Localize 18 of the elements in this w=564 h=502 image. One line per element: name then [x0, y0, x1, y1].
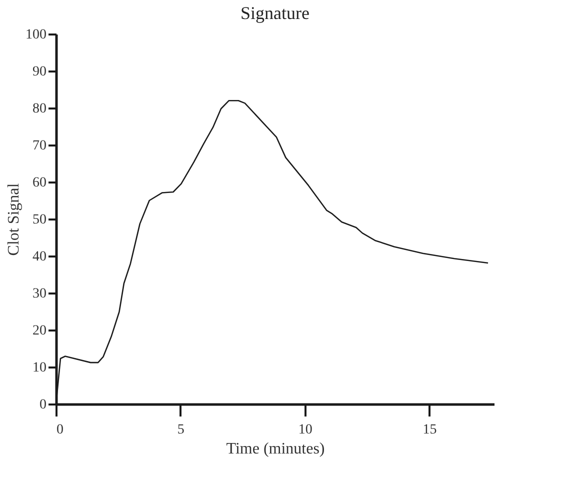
y-tick-label: 100 [26, 28, 46, 42]
y-tick-label: 50 [32, 212, 46, 228]
y-tick-label: 0 [40, 398, 46, 412]
y-tick-label: 20 [32, 324, 46, 338]
x-tick-label: 5 [177, 422, 184, 438]
y-tick-label: 80 [32, 102, 46, 116]
y-axis-title: Clot Signal [6, 182, 22, 256]
y-tick-label: 60 [32, 176, 46, 190]
chart-title: Signature [240, 3, 310, 23]
y-tick-label: 30 [32, 286, 46, 302]
y-tick-label: 90 [32, 64, 46, 80]
x-tick-label: 0 [56, 422, 64, 438]
y-tick-label: 10 [32, 360, 46, 376]
x-tick-label: 15 [422, 422, 437, 438]
x-axis-title: Time (minutes) [226, 440, 325, 458]
x-tick-label: 10 [298, 422, 312, 438]
y-tick-label: 70 [32, 138, 46, 154]
y-tick-label: 40 [32, 250, 46, 264]
